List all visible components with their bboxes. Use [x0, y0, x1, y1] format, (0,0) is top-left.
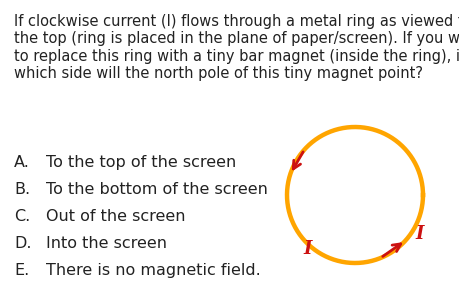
Text: To the top of the screen: To the top of the screen [46, 155, 236, 170]
Text: I: I [302, 240, 311, 258]
Text: A.: A. [14, 155, 30, 170]
Text: I: I [414, 225, 423, 243]
Text: Into the screen: Into the screen [46, 236, 167, 251]
Text: E.: E. [14, 263, 29, 278]
Text: B.: B. [14, 182, 30, 197]
Text: D.: D. [14, 236, 31, 251]
Text: Out of the screen: Out of the screen [46, 209, 185, 224]
Text: To the bottom of the screen: To the bottom of the screen [46, 182, 267, 197]
Text: C.: C. [14, 209, 30, 224]
Text: If clockwise current (I) flows through a metal ring as viewed from
the top (ring: If clockwise current (I) flows through a… [14, 14, 459, 81]
Text: There is no magnetic field.: There is no magnetic field. [46, 263, 260, 278]
